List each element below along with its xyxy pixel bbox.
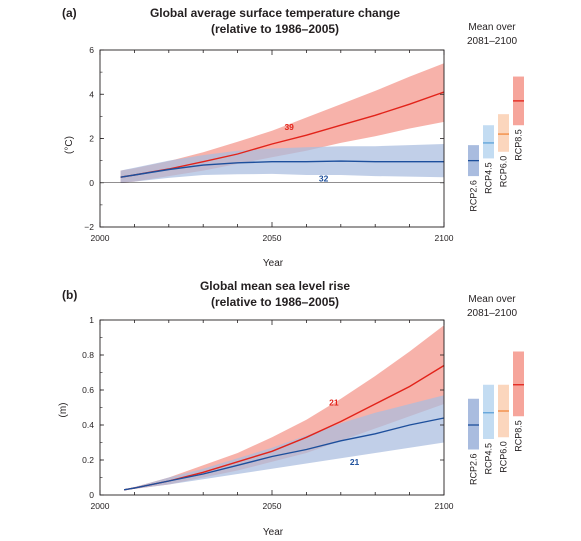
panel-label-a: (a) (62, 6, 77, 20)
chart-subtitle-a: (relative to 1986–2005) (211, 22, 339, 36)
x-tick-label-a: 2050 (263, 233, 282, 243)
x-tick-label-b: 2000 (91, 501, 110, 511)
line-rcp26-a (120, 160, 444, 178)
mean-bar-rcp85-b (513, 351, 524, 417)
x-tick-label-b: 2100 (435, 501, 454, 511)
band-rcp26-b (124, 395, 444, 490)
scenario-label-rcp85-a: RCP8.5 (514, 129, 524, 161)
scenario-label-rcp45-a: RCP4.5 (484, 162, 494, 194)
y-tick-label-a: 2 (89, 134, 94, 144)
model-count-rcp26-a: 32 (319, 174, 329, 184)
mean-bars-title-a-line2: 2081–2100 (467, 36, 517, 47)
y-tick-label-a: −2 (84, 222, 94, 232)
chart-title-a: Global average surface temperature chang… (150, 6, 400, 20)
scenario-label-rcp85-b: RCP8.5 (514, 420, 524, 452)
x-tick-label-a: 2000 (91, 233, 110, 243)
y-tick-label-a: 0 (89, 178, 94, 188)
model-count-rcp85-a: 39 (284, 122, 294, 132)
model-count-rcp26-b: 21 (350, 457, 360, 467)
y-tick-label-b: 1 (89, 315, 94, 325)
x-axis-label-b: Year (263, 527, 284, 538)
y-tick-label-b: 0.6 (82, 385, 94, 395)
model-count-rcp85-b: 21 (329, 398, 339, 408)
mean-bar-rcp26-b (468, 398, 479, 450)
scenario-label-rcp45-b: RCP4.5 (484, 443, 494, 475)
panel-b-plot: 21 21 0 0.2 0.4 0.6 0.8 1 2000 2050 2100 RCP2.6 RCP4… (82, 315, 524, 511)
chart-subtitle-b: (relative to 1986–2005) (211, 295, 339, 309)
x-axis-label-a: Year (263, 258, 284, 269)
panel-label-b: (b) (62, 288, 77, 302)
mean-bars-title-b-line1: Mean over (468, 294, 516, 305)
scenario-label-rcp60-b: RCP6.0 (499, 441, 509, 473)
chart-title-b: Global mean sea level rise (200, 279, 350, 293)
mean-bars-title-a-line1: Mean over (468, 22, 516, 33)
y-tick-label-b: 0.4 (82, 420, 94, 430)
line-rcp26-b (123, 417, 445, 491)
scenario-label-rcp26-b: RCP2.6 (469, 454, 479, 486)
y-tick-label-b: 0.8 (82, 350, 94, 360)
band-rcp26-a (120, 144, 444, 183)
band-rcp85-a (120, 63, 444, 183)
y-tick-label-a: 4 (89, 89, 94, 99)
y-tick-label-a: 6 (89, 45, 94, 55)
y-tick-label-b: 0 (89, 490, 94, 500)
mean-bar-rcp60-a (498, 114, 509, 152)
scenario-label-rcp26-a: RCP2.6 (469, 180, 479, 212)
scenario-label-rcp60-a: RCP6.0 (499, 156, 509, 188)
y-axis-label-b: (m) (58, 403, 69, 418)
x-tick-label-b: 2050 (263, 501, 282, 511)
panel-a-plot: 39 32 −2 0 2 4 6 2000 2050 2100 RCP2.6 RCP4.5 RCP6.0… (84, 45, 524, 243)
y-axis-label-a: (°C) (64, 136, 75, 154)
x-tick-label-a: 2100 (435, 233, 454, 243)
y-tick-label-b: 0.2 (82, 455, 94, 465)
mean-bar-rcp45-b (483, 384, 494, 439)
mean-bar-rcp45-a (483, 125, 494, 159)
mean-bars-title-b-line2: 2081–2100 (467, 308, 517, 319)
